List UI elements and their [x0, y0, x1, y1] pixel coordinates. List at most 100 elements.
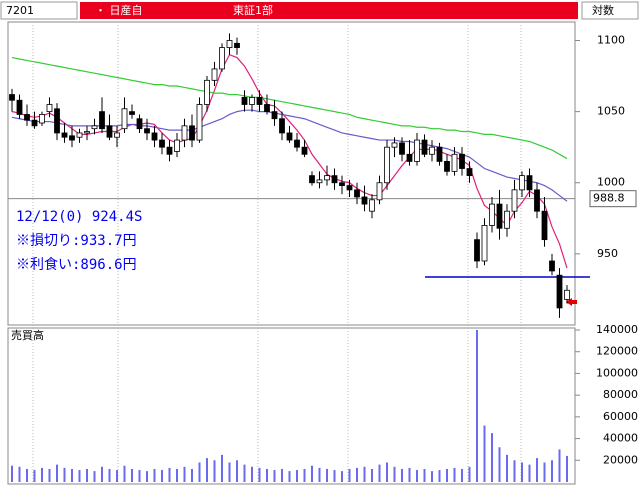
mode-button[interactable] [581, 1, 639, 20]
annotation: 12/12(0) 924.4S [16, 209, 142, 225]
candle-body [466, 168, 473, 177]
volume-bar [386, 462, 388, 482]
volume-bar [491, 433, 493, 482]
mode-label[interactable]: 対数 [592, 3, 614, 17]
candle-body [369, 199, 375, 212]
volume-bar [146, 471, 148, 482]
candle-body [316, 179, 323, 184]
volume-bar [566, 455, 568, 482]
volume-bar [431, 471, 433, 482]
y-tick-label: 20000 [603, 453, 638, 466]
candle-body [24, 114, 30, 121]
volume-bar [251, 466, 253, 482]
volume-bar [266, 468, 268, 482]
y-tick-label: 1000 [597, 176, 625, 189]
volume-bar [93, 471, 96, 482]
candle-body [489, 203, 495, 226]
candle-body [61, 132, 68, 138]
candle-body [504, 210, 510, 229]
code-box [0, 1, 78, 20]
volume-bar [438, 470, 441, 482]
candle-body [271, 111, 278, 120]
volume-bar [221, 454, 223, 482]
volume-bar [356, 467, 358, 482]
volume-bar [288, 471, 291, 482]
volume-bar [176, 468, 178, 482]
volume-bar [101, 466, 103, 482]
volume-bar [363, 466, 366, 482]
volume-bar [236, 460, 238, 482]
candle-body [519, 175, 525, 191]
candle-body [564, 289, 570, 300]
y-tick-label: 950 [597, 247, 618, 260]
volume-bar [116, 470, 118, 482]
candle-body [436, 146, 443, 162]
volume-bar [408, 467, 411, 482]
volume-bar [393, 466, 396, 482]
volume-bar [453, 467, 456, 482]
volume-bar [161, 470, 163, 482]
volume-bar [71, 468, 73, 482]
volume-bar [108, 468, 111, 482]
volume-bar [191, 468, 193, 482]
candle-body [144, 128, 150, 134]
candle-body [294, 139, 300, 148]
candle-body [421, 139, 428, 155]
header-bar [80, 2, 578, 19]
volume-bar [56, 464, 58, 482]
candle-body [219, 47, 225, 70]
candle-body [459, 153, 465, 169]
volume-bar [423, 468, 426, 482]
price-box [589, 190, 637, 208]
annotation: ※利食い:896.6円 [16, 256, 137, 273]
candle-body [301, 146, 308, 155]
volume-bar [41, 467, 43, 482]
candle-body [106, 125, 113, 138]
volume-bar [521, 462, 523, 482]
candle-body [39, 114, 45, 124]
volume-bar [153, 468, 156, 482]
y-tick-label: 1050 [597, 105, 625, 118]
panel-title: 売買高 [11, 328, 44, 342]
volume-bar [551, 460, 553, 482]
y-tick-label: 60000 [603, 410, 638, 423]
volume-bar [543, 462, 546, 482]
volume-bar [296, 470, 298, 482]
volume-bar [243, 464, 246, 482]
volume-panel [7, 327, 576, 485]
volume-bar [483, 425, 486, 482]
volume-bar [258, 467, 261, 482]
candle-body [279, 118, 285, 134]
volume-bar [311, 465, 313, 482]
volume-bar [476, 330, 478, 482]
moving-average [11, 53, 568, 269]
moving-average [11, 56, 568, 160]
volume-bar [131, 468, 133, 482]
candle-body [526, 175, 533, 191]
candle-body [534, 189, 540, 212]
volume-bar [281, 468, 283, 482]
candle-body [234, 42, 240, 49]
candle-body [384, 146, 390, 184]
candle-body [69, 135, 75, 141]
candle-body [474, 239, 480, 262]
candle-body [226, 40, 233, 49]
volume-bar [213, 460, 216, 482]
market: 東証1部 [233, 3, 273, 17]
candle-body [204, 79, 210, 105]
volume-bar [183, 466, 186, 482]
candle-body [121, 108, 128, 130]
volume-bar [371, 468, 373, 482]
candle-body [309, 175, 315, 184]
candle-body [31, 119, 38, 127]
candle-body [406, 153, 413, 162]
volume-bar [506, 454, 508, 482]
volume-bar [333, 470, 336, 482]
volume-bar [11, 465, 13, 482]
candle-body [496, 203, 503, 229]
candle-body [286, 132, 293, 141]
candle-body [376, 182, 383, 201]
volume-bar [378, 464, 381, 482]
candle-body [99, 111, 105, 130]
